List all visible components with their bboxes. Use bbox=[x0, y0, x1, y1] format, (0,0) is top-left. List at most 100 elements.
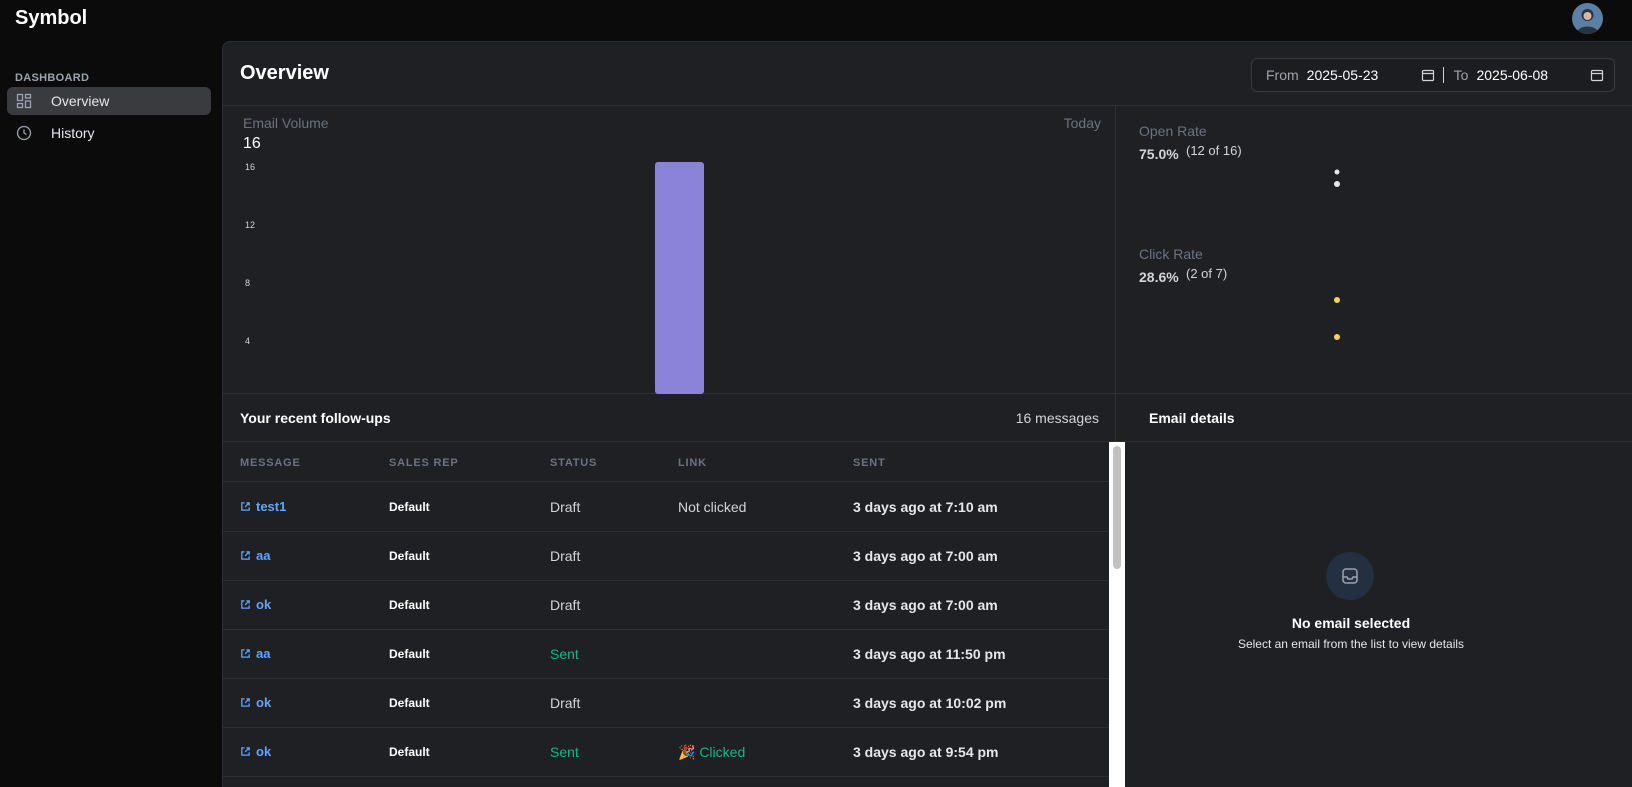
column-header-sent[interactable]: SENT bbox=[853, 457, 886, 469]
open-rate-label: Open Rate bbox=[1139, 123, 1207, 139]
external-link-icon bbox=[241, 649, 250, 658]
sent-time-cell: 3 days ago at 9:54 pm bbox=[853, 744, 999, 760]
message-name[interactable]: test1 bbox=[256, 499, 287, 514]
external-link-icon bbox=[241, 551, 250, 560]
status-cell: Draft bbox=[550, 597, 581, 613]
click-rate-label: Click Rate bbox=[1139, 246, 1203, 262]
message-count: 16 messages bbox=[1015, 410, 1099, 426]
user-avatar-icon bbox=[1572, 3, 1603, 34]
external-link-icon bbox=[241, 747, 250, 756]
sent-time-cell: 3 days ago at 7:00 am bbox=[853, 597, 998, 613]
table-row[interactable]: test1 Default Draft Not clicked 3 days ago a… bbox=[223, 483, 1109, 532]
status-cell: Sent bbox=[550, 646, 579, 662]
page-title: Overview bbox=[240, 62, 329, 84]
column-header-status[interactable]: STATUS bbox=[550, 457, 598, 469]
from-label: From bbox=[1266, 67, 1299, 83]
empty-state-subtitle: Select an email from the list to view de… bbox=[1237, 637, 1465, 651]
message-name[interactable]: ok bbox=[256, 744, 272, 759]
y-tick-label: 8 bbox=[245, 278, 250, 288]
message-link[interactable]: ok bbox=[240, 695, 271, 710]
message-link[interactable]: ok bbox=[240, 744, 271, 759]
sales-rep-cell: Default bbox=[389, 598, 430, 612]
volume-bar[interactable] bbox=[655, 162, 704, 394]
message-name[interactable]: aa bbox=[256, 548, 271, 563]
sent-time-cell: 3 days ago at 11:50 pm bbox=[853, 646, 1006, 662]
divider bbox=[223, 105, 1632, 106]
message-link[interactable]: test1 bbox=[240, 499, 286, 514]
grid-icon bbox=[16, 93, 32, 109]
link-status-cell: Not clicked bbox=[678, 499, 747, 515]
from-date-input[interactable]: 2025-05-23 bbox=[1306, 67, 1379, 83]
main-panel: Overview From 2025-05-23 To 2025-06-08 E… bbox=[222, 41, 1632, 787]
sidebar: DASHBOARD Overview History bbox=[0, 40, 222, 787]
email-volume-chart: 16 12 8 4 bbox=[245, 162, 704, 394]
email-details-title: Email details bbox=[1149, 410, 1235, 426]
click-rate-point bbox=[1334, 334, 1340, 340]
message-name[interactable]: aa bbox=[256, 646, 271, 661]
external-link-icon bbox=[241, 698, 250, 707]
column-header-link[interactable]: LINK bbox=[678, 457, 707, 469]
column-header-sales-rep[interactable]: SALES REP bbox=[389, 457, 459, 469]
table-row[interactable]: aa Default Sent 3 days ago at 11:50 pm bbox=[223, 630, 1109, 679]
date-range-picker: From 2025-05-23 To 2025-06-08 bbox=[1251, 58, 1615, 92]
external-link-icon bbox=[241, 502, 250, 511]
message-link[interactable]: aa bbox=[240, 646, 270, 661]
brand-logo[interactable]: Symbol bbox=[15, 7, 88, 29]
sent-time-cell: 3 days ago at 7:00 am bbox=[853, 548, 998, 564]
sales-rep-cell: Default bbox=[389, 500, 430, 514]
sales-rep-cell: Default bbox=[389, 745, 430, 759]
sidebar-item-history[interactable]: History bbox=[7, 119, 211, 147]
followups-table: MESSAGE SALES REP STATUS LINK SENT test1… bbox=[223, 442, 1109, 787]
sidebar-item-overview[interactable]: Overview bbox=[7, 87, 211, 115]
open-rate-detail: (12 of 16) bbox=[1186, 143, 1242, 158]
sent-time-cell: 3 days ago at 7:10 am bbox=[853, 499, 998, 515]
table-row[interactable]: ok Default Sent 🎉 Clicked 3 days ago at 9:54… bbox=[223, 728, 1109, 777]
external-link-icon bbox=[241, 600, 250, 609]
to-date-input[interactable]: 2025-06-08 bbox=[1476, 67, 1549, 83]
table-row[interactable]: ok Default Draft 3 days ago at 7:00 am bbox=[223, 581, 1109, 630]
click-rate-point bbox=[1334, 297, 1340, 303]
top-bar: Symbol bbox=[0, 0, 1632, 40]
inbox-icon bbox=[1342, 568, 1358, 584]
y-tick-label: 12 bbox=[245, 220, 255, 230]
status-cell: Draft bbox=[550, 548, 581, 564]
calendar-icon[interactable] bbox=[1590, 68, 1604, 82]
sales-rep-cell: Default bbox=[389, 549, 430, 563]
status-cell: Draft bbox=[550, 499, 581, 515]
status-cell: Draft bbox=[550, 695, 581, 711]
open-rate-point bbox=[1334, 181, 1340, 187]
email-volume-value: 16 bbox=[243, 135, 261, 152]
click-rate-detail: (2 of 7) bbox=[1186, 266, 1228, 281]
scrollbar-thumb[interactable] bbox=[1113, 446, 1121, 569]
sidebar-section-label: DASHBOARD bbox=[15, 72, 90, 84]
sidebar-item-label: Overview bbox=[51, 93, 110, 109]
message-name[interactable]: ok bbox=[256, 597, 272, 612]
table-row[interactable]: ok Default Draft 3 days ago at 10:02 pm bbox=[223, 679, 1109, 728]
range-label: Today bbox=[1063, 115, 1101, 131]
click-rate-value: 28.6% bbox=[1139, 269, 1179, 285]
open-rate-value: 75.0% bbox=[1139, 146, 1179, 162]
open-rate-point bbox=[1334, 169, 1340, 175]
rate-sparkline bbox=[1334, 169, 1340, 340]
sales-rep-cell: Default bbox=[389, 647, 430, 661]
message-link[interactable]: aa bbox=[240, 548, 270, 563]
message-link[interactable]: ok bbox=[240, 597, 271, 612]
y-tick-label: 16 bbox=[245, 162, 255, 172]
sales-rep-cell: Default bbox=[389, 696, 430, 710]
date-separator bbox=[1442, 67, 1444, 83]
message-name[interactable]: ok bbox=[256, 695, 272, 710]
divider bbox=[223, 441, 1632, 442]
table-row[interactable]: aa Default Draft 3 days ago at 7:00 am bbox=[223, 532, 1109, 581]
sidebar-item-label: History bbox=[51, 125, 95, 141]
column-header-message[interactable]: MESSAGE bbox=[240, 457, 301, 469]
link-status-cell: 🎉 Clicked bbox=[678, 744, 746, 760]
table-scrollbar[interactable] bbox=[1109, 442, 1125, 787]
inbox-icon-badge bbox=[1326, 552, 1374, 600]
divider bbox=[223, 393, 1632, 394]
status-cell: Sent bbox=[550, 744, 579, 760]
avatar[interactable] bbox=[1572, 3, 1603, 34]
calendar-icon[interactable] bbox=[1421, 68, 1435, 82]
to-label: To bbox=[1453, 67, 1469, 83]
clock-icon bbox=[16, 125, 32, 141]
sent-time-cell: 3 days ago at 10:02 pm bbox=[853, 695, 1007, 711]
